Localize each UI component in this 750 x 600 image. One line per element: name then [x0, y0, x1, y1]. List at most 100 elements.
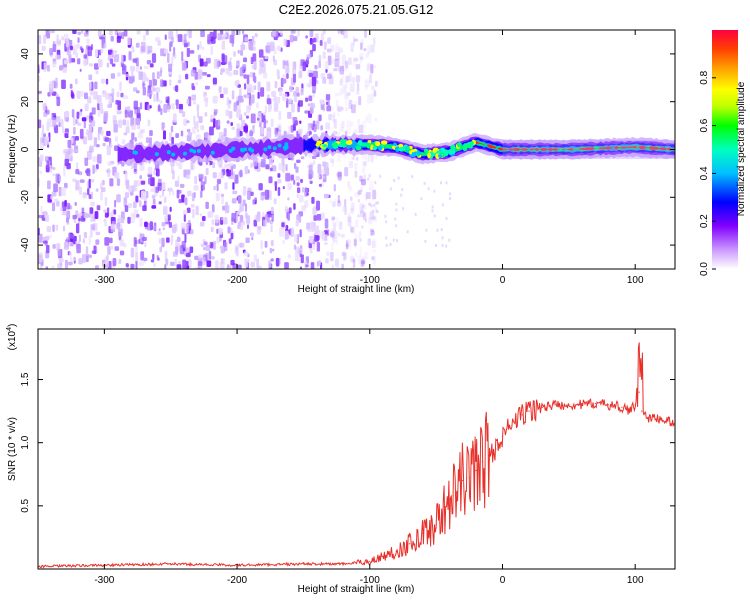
noise-blob	[331, 218, 334, 223]
noise-blob	[215, 260, 219, 269]
noise-blob	[58, 258, 64, 263]
noise-blob	[46, 225, 52, 233]
ridge-spot	[339, 139, 347, 144]
noise-blob	[120, 92, 124, 98]
snr-point	[468, 477, 470, 479]
noise-blob	[51, 202, 56, 212]
noise-blob	[363, 48, 367, 52]
noise-blob	[139, 66, 143, 70]
noise-blob	[346, 238, 352, 243]
noise-blob	[186, 265, 190, 269]
noise-blob	[237, 49, 240, 54]
noise-blob	[162, 182, 166, 191]
noise-blob	[178, 199, 182, 204]
noise-blob	[309, 131, 312, 135]
noise-blob	[309, 248, 313, 254]
y-tick-label: 0	[20, 146, 31, 152]
noise-blob	[357, 98, 360, 106]
ridge-spot	[450, 144, 456, 150]
noise-blob	[239, 49, 244, 56]
noise-blob	[218, 86, 222, 93]
noise-blob	[86, 38, 90, 45]
noise-blob	[326, 105, 332, 112]
noise-blob	[254, 33, 258, 38]
noise-blob	[101, 187, 106, 192]
noise-blob	[187, 132, 193, 137]
noise-blob	[130, 65, 135, 72]
ridge-spot	[366, 142, 371, 149]
noise-blob	[97, 132, 100, 141]
snr-point	[627, 410, 630, 412]
y-tick-label: 0.5	[20, 498, 31, 512]
noise-blob	[46, 109, 50, 115]
noise-blob	[88, 254, 92, 259]
noise-blob	[332, 233, 336, 242]
noise-blob	[147, 166, 153, 175]
snr-point	[647, 416, 650, 419]
noise-blob	[373, 154, 378, 159]
noise-blob	[318, 260, 321, 266]
noise-blob	[312, 70, 318, 79]
noise-blob	[39, 154, 44, 162]
noise-blob	[145, 30, 149, 36]
noise-blob	[72, 149, 78, 153]
noise-blob	[220, 193, 225, 198]
noise-blob	[132, 58, 137, 63]
ridge-spot	[189, 148, 194, 153]
noise-blob	[130, 247, 135, 258]
noise-blob	[360, 186, 364, 192]
noise-blob	[351, 257, 356, 263]
noise-blob	[411, 175, 414, 179]
noise-blob	[111, 88, 115, 95]
noise-blob	[347, 216, 352, 227]
noise-blob	[87, 188, 90, 196]
x-tick-label: 0	[500, 575, 506, 586]
snr-point	[435, 524, 437, 526]
noise-blob	[64, 133, 69, 138]
noise-blob	[331, 216, 336, 221]
noise-blob	[334, 51, 340, 61]
noise-blob	[298, 71, 303, 79]
noise-blob	[146, 59, 152, 65]
noise-blob	[232, 35, 235, 44]
noise-blob	[295, 166, 299, 173]
noise-blob	[374, 80, 378, 87]
noise-blob	[371, 93, 375, 103]
ridge-spot	[398, 147, 405, 152]
noise-blob	[186, 47, 190, 58]
noise-blob	[183, 214, 186, 222]
noise-blob	[170, 261, 175, 266]
noise-blob	[94, 63, 99, 70]
ridge-spot	[444, 150, 449, 157]
noise-blob	[186, 207, 191, 214]
noise-blob	[285, 67, 290, 74]
noise-blob	[62, 225, 66, 232]
noise-blob	[232, 263, 237, 269]
noise-blob	[365, 191, 371, 199]
noise-blob	[41, 45, 46, 51]
noise-blob	[359, 52, 364, 61]
noise-blob	[367, 154, 373, 162]
noise-blob	[249, 130, 253, 137]
ridge-spot	[243, 147, 248, 152]
noise-blob	[167, 53, 170, 63]
noise-blob	[324, 234, 328, 241]
noise-blob	[375, 209, 378, 213]
noise-blob	[249, 191, 254, 196]
noise-blob	[341, 30, 345, 36]
noise-blob	[197, 69, 203, 80]
noise-blob	[211, 204, 215, 213]
noise-blob	[113, 124, 118, 133]
noise-blob	[316, 242, 321, 252]
noise-blob	[170, 160, 175, 167]
snr-point	[455, 492, 457, 494]
noise-blob	[150, 259, 155, 263]
noise-blob	[345, 106, 348, 112]
noise-blob	[242, 185, 247, 196]
noise-blob	[277, 173, 281, 178]
noise-blob	[47, 180, 51, 190]
noise-blob	[133, 237, 137, 247]
noise-blob	[100, 129, 104, 136]
noise-blob	[104, 196, 108, 207]
noise-blob	[292, 73, 297, 83]
